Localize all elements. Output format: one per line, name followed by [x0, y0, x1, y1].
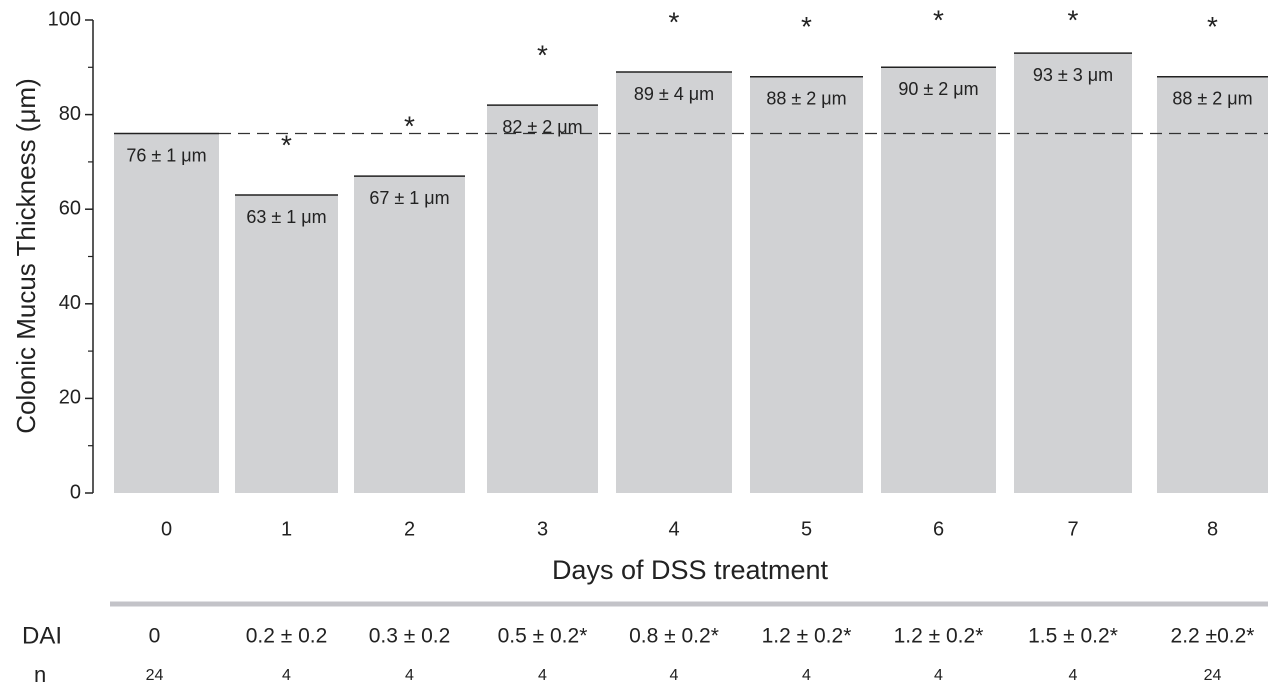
- table-cell: 4: [670, 667, 679, 684]
- y-tick-label: 80: [59, 103, 81, 125]
- bar: [881, 67, 996, 494]
- table-cell: 4: [405, 667, 414, 684]
- bar: [354, 176, 465, 493]
- y-axis-label: Colonic Mucus Thickness (μm): [11, 78, 41, 433]
- x-tick-label: 8: [1207, 518, 1218, 540]
- bar: [616, 72, 732, 493]
- x-tick-label: 2: [404, 518, 415, 540]
- y-tick-label: 100: [48, 8, 81, 30]
- significance-mark: *: [404, 110, 415, 141]
- table-cell: 4: [934, 667, 943, 684]
- value-label: 90 ± 2 μm: [898, 79, 978, 99]
- significance-mark: *: [537, 40, 548, 71]
- table-cell: 4: [282, 667, 291, 684]
- x-tick-label: 0: [161, 518, 172, 540]
- y-tick-label: 40: [59, 292, 81, 314]
- bar: [114, 133, 219, 493]
- table-cell: 24: [146, 667, 164, 684]
- table-cell: 1.2 ± 0.2*: [894, 625, 984, 648]
- significance-mark: *: [281, 129, 292, 160]
- x-tick-label: 7: [1067, 518, 1078, 540]
- y-tick-label: 60: [59, 197, 81, 219]
- value-label: 82 ± 2 μm: [502, 117, 582, 137]
- bar: [1157, 76, 1268, 493]
- significance-mark: *: [1207, 11, 1218, 42]
- table-cell: 0: [149, 625, 161, 648]
- significance-mark: *: [669, 6, 680, 37]
- table-cell: 2.2 ±0.2*: [1171, 625, 1255, 648]
- value-label: 89 ± 4 μm: [634, 84, 714, 104]
- x-tick-label: 3: [537, 518, 548, 540]
- value-label: 93 ± 3 μm: [1033, 65, 1113, 85]
- table-cell: 24: [1204, 667, 1222, 684]
- row-label: n: [34, 662, 46, 687]
- x-axis-label: Days of DSS treatment: [552, 555, 829, 585]
- table-cell: 4: [1069, 667, 1078, 684]
- row-label: DAI: [22, 622, 62, 649]
- table-cell: 0.3 ± 0.2: [369, 625, 451, 648]
- table-cell: 4: [538, 667, 547, 684]
- significance-mark: *: [801, 11, 812, 42]
- significance-mark: *: [933, 4, 944, 35]
- table-cell: 0.2 ± 0.2: [246, 625, 328, 648]
- table-cell: 1.5 ± 0.2*: [1028, 625, 1118, 648]
- value-label: 88 ± 2 μm: [766, 89, 846, 109]
- table-cell: 1.2 ± 0.2*: [762, 625, 852, 648]
- table-cell: 4: [802, 667, 811, 684]
- significance-mark: *: [1068, 4, 1079, 35]
- bar: [750, 76, 863, 493]
- bar: [1014, 53, 1132, 494]
- bar: [235, 195, 338, 493]
- value-label: 76 ± 1 μm: [126, 145, 206, 165]
- x-tick-label: 4: [668, 518, 679, 540]
- table-cell: 0.8 ± 0.2*: [629, 625, 719, 648]
- value-label: 88 ± 2 μm: [1172, 89, 1252, 109]
- value-label: 63 ± 1 μm: [246, 207, 326, 227]
- x-tick-label: 5: [801, 518, 812, 540]
- bar: [487, 105, 598, 493]
- x-tick-label: 6: [933, 518, 944, 540]
- table-cell: 0.5 ± 0.2*: [498, 625, 588, 648]
- x-tick-label: 1: [281, 518, 292, 540]
- value-label: 67 ± 1 μm: [369, 188, 449, 208]
- y-tick-label: 0: [70, 481, 81, 503]
- y-tick-label: 20: [59, 387, 81, 409]
